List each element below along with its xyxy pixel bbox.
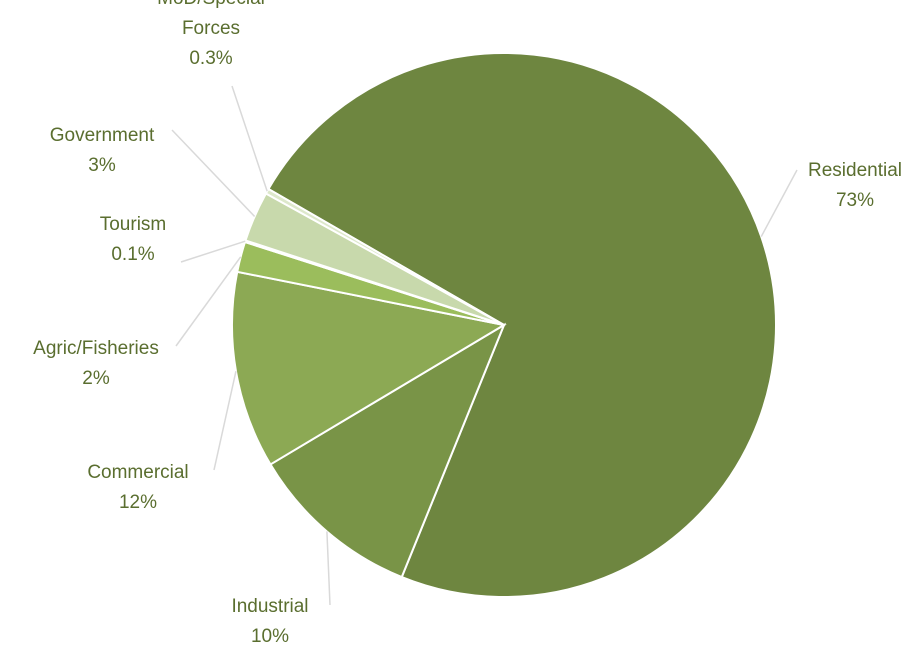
label-name-industrial: Industrial <box>231 596 308 617</box>
leader-line-agric-fisheries <box>175 256 242 347</box>
label-name-mod-special-forces-1: Forces <box>182 18 240 39</box>
label-name-agric-fisheries: Agric/Fisheries <box>33 338 159 359</box>
label-name-residential: Residential <box>808 160 902 181</box>
pie-slice-mod-special-forces <box>264 187 505 326</box>
pie-slice-industrial <box>269 322 507 579</box>
data-label-industrial: Industrial 10% <box>231 596 308 647</box>
leader-line-tourism <box>180 240 246 263</box>
data-label-agric-fisheries: Agric/Fisheries 2% <box>33 338 159 389</box>
data-label-tourism: Tourism 0.1% <box>100 214 167 265</box>
slices-layer <box>231 52 777 598</box>
leader-line-residential <box>760 169 798 237</box>
label-value-government: 3% <box>88 155 116 176</box>
label-value-commercial: 12% <box>119 492 157 513</box>
leader-line-government <box>171 129 256 217</box>
data-label-residential: Residential 73% <box>808 160 902 211</box>
label-value-mod-special-forces: 0.3% <box>189 48 232 69</box>
label-value-industrial: 10% <box>251 626 289 647</box>
pie-slice-residential <box>267 52 777 598</box>
leader-line-commercial <box>213 371 237 471</box>
data-label-commercial: Commercial 12% <box>87 462 188 513</box>
label-name-commercial: Commercial <box>87 462 188 483</box>
label-value-residential: 73% <box>836 190 874 211</box>
label-name-mod-special-forces-0: MoD/Special <box>157 0 265 9</box>
leader-line-mod-special-forces <box>231 85 268 192</box>
label-value-agric-fisheries: 2% <box>82 368 110 389</box>
label-value-tourism: 0.1% <box>111 244 154 265</box>
labels-layer: Residential 73% Industrial 10% Commercial 12%… <box>33 0 902 647</box>
data-label-government: Government 3% <box>50 125 155 176</box>
pie-slice-commercial <box>231 270 507 466</box>
leader-line-industrial <box>326 531 331 606</box>
label-name-government: Government <box>50 125 155 146</box>
label-name-tourism: Tourism <box>100 214 167 235</box>
data-label-mod-special-forces: MoD/Special Forces 0.3% <box>157 0 265 69</box>
leader-lines-layer <box>171 85 798 606</box>
